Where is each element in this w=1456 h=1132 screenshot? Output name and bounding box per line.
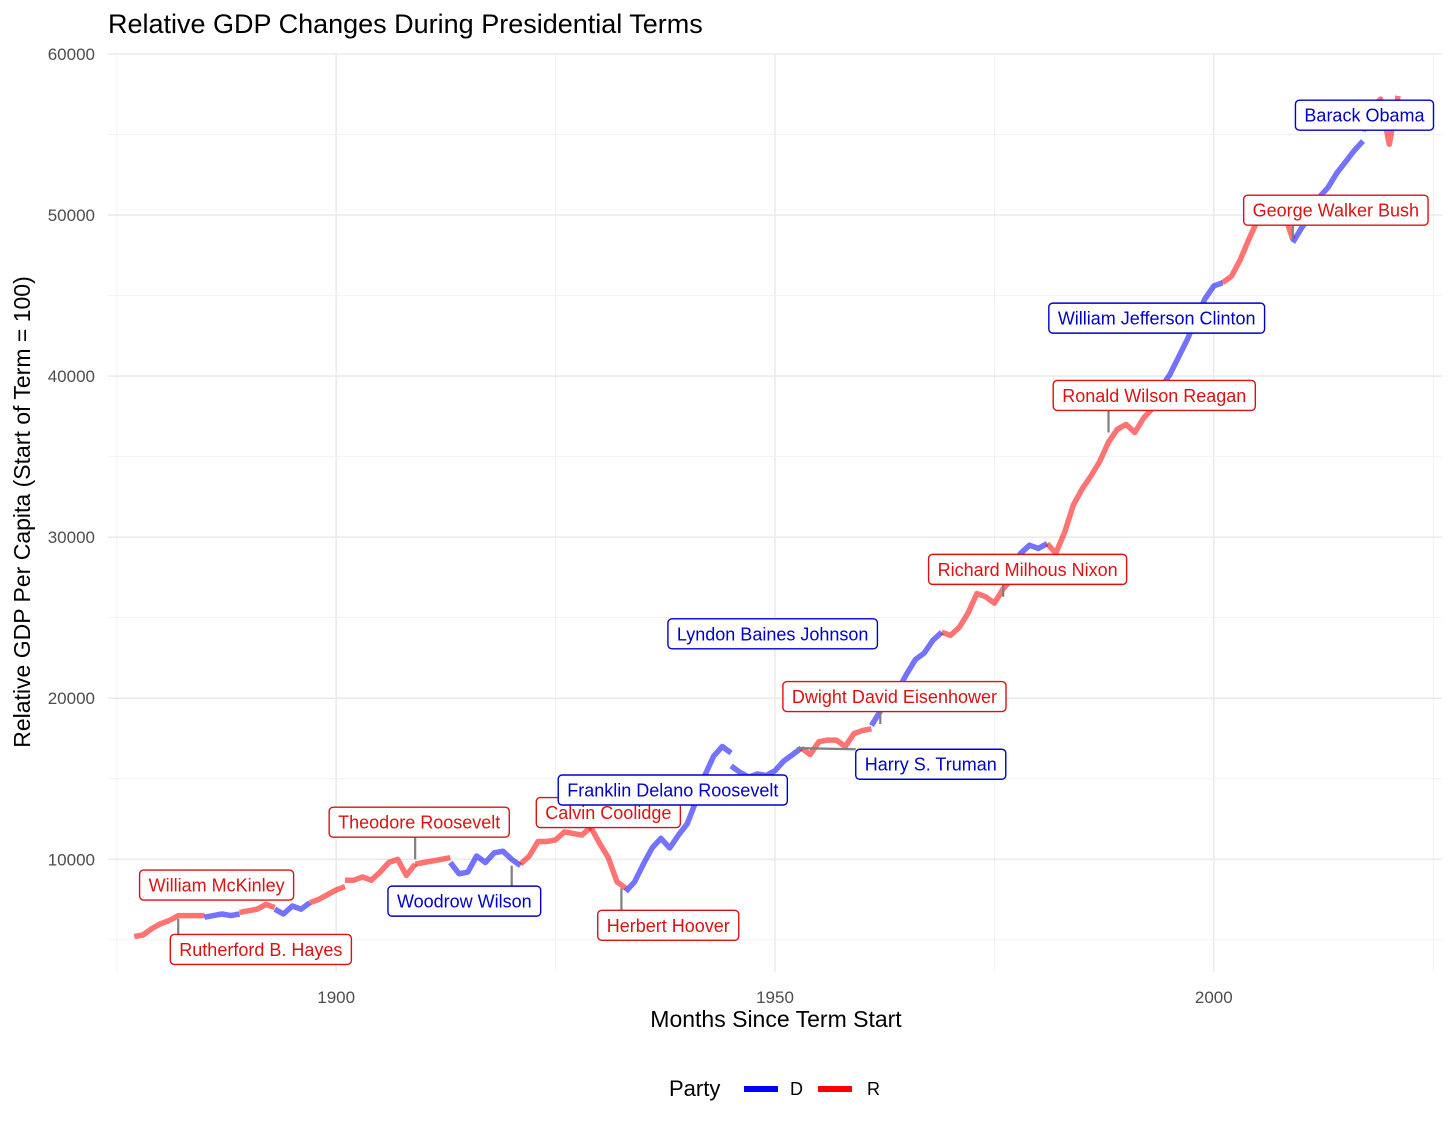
label-text: Theodore Roosevelt	[338, 813, 500, 833]
label-text: Rutherford B. Hayes	[179, 940, 342, 960]
legend-title: Party	[669, 1076, 720, 1101]
series-line-r-7	[414, 854, 451, 867]
y-tick-label: 20000	[48, 689, 95, 708]
series-line-r-1	[168, 912, 205, 923]
label-box	[1052, 379, 1257, 412]
label-text: William Jefferson Clinton	[1058, 309, 1256, 329]
label-box	[855, 748, 1007, 780]
label-box	[927, 553, 1128, 586]
label-box	[1294, 99, 1435, 131]
label-box	[597, 909, 740, 941]
label-franklin-delano-roosevelt: Franklin Delano Roosevelt	[557, 774, 789, 806]
legend-label-r: R	[867, 1079, 880, 1099]
legend-label-d: D	[790, 1079, 803, 1099]
label-text: Woodrow Wilson	[397, 892, 532, 912]
x-tick-label: 2000	[1195, 988, 1233, 1007]
label-william-mckinley: William McKinley	[138, 869, 295, 901]
label-lyndon-baines-johnson: Lyndon Baines Johnson	[667, 618, 879, 650]
label-text: Richard Milhous Nixon	[938, 560, 1118, 580]
label-woodrow-wilson: Woodrow Wilson	[387, 885, 542, 917]
label-barack-obama: Barack Obama	[1294, 99, 1435, 131]
chart-title: Relative GDP Changes During Presidential…	[108, 9, 703, 39]
label-text: Barack Obama	[1304, 106, 1425, 126]
series-line-d-20	[1290, 139, 1366, 244]
label-herbert-hoover: Herbert Hoover	[597, 909, 740, 941]
grid	[108, 53, 1442, 972]
label-harry-s-truman: Harry S. Truman	[855, 748, 1007, 780]
label-text: Harry S. Truman	[865, 755, 997, 775]
label-text: George Walker Bush	[1253, 201, 1419, 221]
y-tick-label: 40000	[48, 367, 95, 386]
label-box	[1048, 302, 1266, 334]
label-william-jefferson-clinton: William Jefferson Clinton	[1048, 302, 1266, 334]
label-ronald-wilson-reagan: Ronald Wilson Reagan	[1052, 379, 1257, 412]
series-line-r-3	[239, 901, 276, 916]
series-line-d-12	[729, 745, 803, 780]
label-leaders	[177, 225, 1294, 935]
label-box	[782, 680, 1007, 713]
series-line-d-2	[204, 911, 241, 920]
label-theodore-roosevelt: Theodore Roosevelt	[328, 806, 510, 838]
x-tick-labels: 1900 1950 2000	[317, 988, 1232, 1007]
series-line-r-13	[799, 726, 872, 758]
label-text: Dwight David Eisenhower	[792, 687, 997, 707]
y-tick-label: 50000	[48, 206, 95, 225]
label-box	[387, 885, 542, 917]
series-line-d-8	[448, 848, 523, 877]
label-box	[557, 774, 789, 806]
series-line-d-11	[623, 743, 733, 894]
label-box	[1242, 194, 1429, 226]
label-richard-milhous-nixon: Richard Milhous Nixon	[927, 553, 1128, 586]
y-tick-label: 60000	[48, 45, 95, 64]
label-text: Herbert Hoover	[607, 916, 730, 936]
series-line-d-4	[273, 900, 312, 917]
series-line-r-6	[345, 856, 418, 883]
series-line-r-0	[133, 917, 171, 940]
label-text: Ronald Wilson Reagan	[1062, 386, 1246, 406]
series-lines	[133, 95, 1401, 940]
leader-line	[796, 747, 856, 751]
president-labels: Rutherford B. Hayes William McKinley Theod…	[138, 99, 1435, 966]
label-box	[169, 933, 353, 966]
series-line-r-15	[940, 577, 1015, 639]
legend: Party D R	[669, 1076, 880, 1101]
y-tick-labels: 10000 20000 30000 40000 50000 60000	[48, 45, 95, 869]
label-george-walker-bush: George Walker Bush	[1242, 194, 1429, 226]
series-line-r-9	[518, 825, 593, 867]
x-tick-label: 1950	[756, 988, 794, 1007]
label-text: Calvin Coolidge	[545, 803, 671, 823]
label-box	[328, 806, 510, 838]
label-box	[138, 869, 295, 901]
y-tick-label: 30000	[48, 528, 95, 547]
label-dwight-david-eisenhower: Dwight David Eisenhower	[782, 680, 1007, 713]
label-text: Franklin Delano Roosevelt	[567, 781, 778, 801]
label-text: Lyndon Baines Johnson	[677, 624, 868, 644]
series-line-r-17	[1045, 406, 1155, 557]
label-box	[667, 618, 879, 650]
y-axis-title: Relative GDP Per Capita (Start of Term =…	[9, 276, 35, 748]
label-rutherford-b-hayes: Rutherford B. Hayes	[169, 933, 353, 966]
x-axis-title: Months Since Term Start	[650, 1006, 902, 1032]
x-tick-label: 1900	[317, 988, 355, 1007]
series-line-r-10	[588, 825, 628, 891]
label-text: William McKinley	[149, 876, 285, 896]
series-line-r-5	[308, 884, 346, 906]
y-tick-label: 10000	[48, 850, 95, 869]
